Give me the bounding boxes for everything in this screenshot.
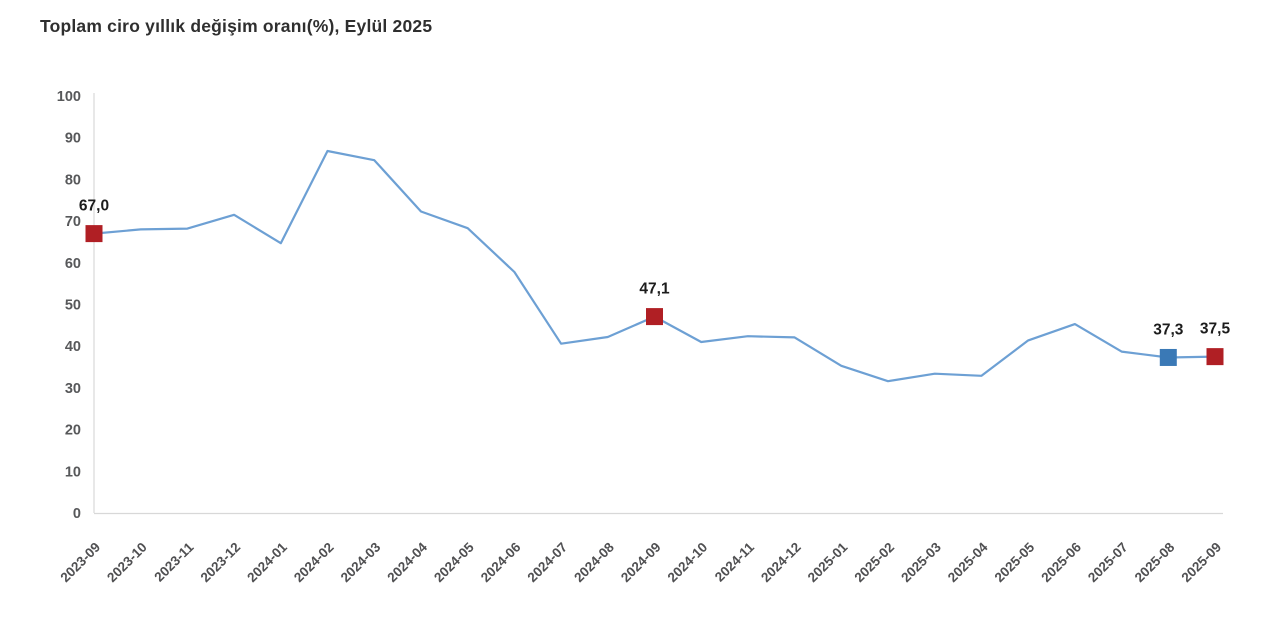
x-tick-label: 2024-08 (571, 539, 617, 585)
x-tick-label: 2024-01 (244, 539, 290, 585)
x-tick-label: 2025-08 (1132, 539, 1178, 585)
data-label-2024-09: 47,1 (639, 281, 670, 298)
y-tick-label: 100 (57, 89, 81, 105)
y-tick-label: 50 (65, 298, 81, 314)
x-tick-label: 2023-12 (198, 540, 244, 586)
data-label-2023-09: 67,0 (79, 198, 109, 215)
x-tick-label: 2024-11 (712, 539, 757, 584)
x-tick-label: 2024-09 (618, 540, 664, 586)
y-tick-label: 80 (65, 172, 81, 188)
y-tick-label: 30 (65, 381, 81, 397)
marker-2025-09 (1206, 348, 1224, 366)
x-tick-label: 2025-09 (1178, 540, 1224, 586)
x-tick-label: 2025-06 (1038, 539, 1084, 585)
x-tick-label: 2024-12 (758, 540, 804, 586)
x-tick-label: 2024-02 (291, 540, 337, 586)
x-tick-label: 2024-07 (525, 540, 571, 586)
y-tick-label: 20 (65, 423, 81, 439)
x-tick-label: 2025-02 (852, 540, 898, 586)
data-label-2025-09: 37,5 (1200, 321, 1231, 338)
marker-2024-09 (646, 308, 663, 326)
x-tick-label: 2023-10 (104, 540, 150, 586)
marker-2025-08 (1159, 348, 1177, 366)
series-line (92, 149, 1217, 383)
x-tick-label: 2025-04 (945, 539, 991, 585)
y-tick-label: 90 (65, 131, 81, 147)
y-tick-label: 0 (73, 506, 81, 522)
data-label-2025-08: 37,3 (1153, 321, 1184, 338)
x-tick-label: 2024-03 (338, 539, 384, 585)
y-tick-label: 60 (65, 256, 81, 272)
x-tick-label: 2025-01 (805, 539, 851, 585)
chart-title: Toplam ciro yıllık değişim oranı(%), Eyl… (40, 16, 433, 36)
x-tick-label: 2025-05 (992, 539, 1038, 585)
y-tick-label: 70 (65, 214, 81, 230)
y-tick-label: 10 (65, 464, 81, 480)
y-tick-label: 40 (65, 339, 81, 355)
x-tick-label: 2024-10 (665, 540, 711, 586)
x-tick-label: 2023-11 (151, 539, 196, 584)
x-tick-label: 2025-07 (1085, 540, 1131, 586)
x-tick-label: 2024-05 (431, 539, 477, 585)
x-tick-label: 2023-09 (57, 540, 103, 586)
marker-2023-09 (85, 225, 103, 243)
x-tick-label: 2025-03 (898, 539, 944, 585)
x-tick-label: 2024-04 (384, 539, 430, 585)
x-tick-label: 2024-06 (478, 539, 524, 585)
